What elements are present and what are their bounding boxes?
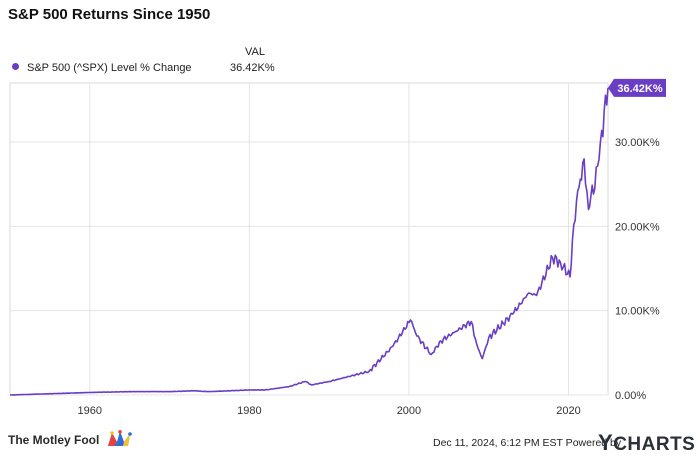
- grid: [10, 83, 608, 396]
- ycharts-logo-text: CHARTS: [613, 434, 696, 455]
- motley-fool-logo-text: The Motley Fool: [8, 433, 100, 447]
- plot-area-frame: [9, 82, 609, 396]
- legend-series-label: S&P 500 (^SPX) Level % Change: [27, 62, 192, 74]
- end-value-flag: [608, 78, 666, 97]
- ycharts-y-icon: Y: [598, 430, 614, 455]
- x-tick-label: 2000: [397, 405, 421, 417]
- series-line: [10, 87, 609, 396]
- y-tick-label: 30.00K%: [615, 137, 660, 149]
- y-tick-label: 0.00%: [615, 390, 646, 402]
- x-tick-label: 2020: [556, 405, 580, 417]
- motley-fool-logo: The Motley Fool: [8, 430, 132, 448]
- legend-entry: S&P 500 (^SPX) Level % Change: [12, 62, 192, 74]
- x-tick-label: 1980: [237, 405, 261, 417]
- series-layer: [10, 87, 609, 396]
- footer-timestamp: Dec 11, 2024, 6:12 PM EST Powered by: [433, 437, 622, 449]
- chart-title: S&P 500 Returns Since 1950: [8, 6, 211, 23]
- end-value-label: 36.42K%: [617, 83, 662, 95]
- legend-color-swatch: [12, 63, 19, 70]
- tick-labels: 1960 1980 2000 2020 0.00% 10.00K% 20.00K% 30.00…: [78, 137, 660, 417]
- end-value-label-group: 36.42K%: [608, 78, 666, 97]
- legend-value-header: VAL: [245, 46, 265, 58]
- ycharts-logo: YCHARTS: [598, 430, 695, 456]
- legend-series-value: 36.42K%: [230, 62, 275, 74]
- y-tick-label: 10.00K%: [615, 306, 660, 318]
- jester-hat-icon: [107, 430, 132, 446]
- y-tick-label: 20.00K%: [615, 221, 660, 233]
- x-tick-label: 1960: [78, 405, 102, 417]
